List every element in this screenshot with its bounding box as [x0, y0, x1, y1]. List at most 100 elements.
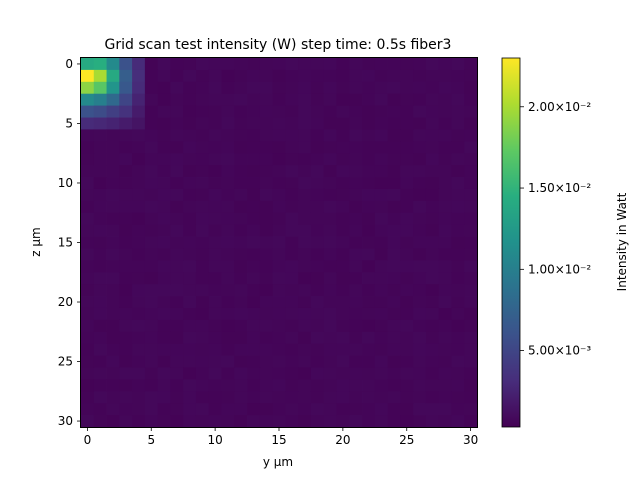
heatmap-cell — [272, 177, 286, 190]
heatmap-cell — [195, 129, 210, 142]
heatmap-cell — [208, 415, 222, 428]
heatmap-cell — [195, 284, 210, 297]
heatmap-cell — [425, 355, 440, 368]
heatmap-cell — [374, 331, 388, 345]
heatmap-cell — [323, 403, 337, 416]
heatmap-cell — [323, 117, 337, 130]
heatmap-cell — [438, 284, 452, 297]
heatmap-cell — [374, 129, 388, 142]
heatmap-cell — [221, 105, 235, 118]
heatmap-cell — [93, 307, 107, 321]
heatmap-cell — [298, 391, 312, 404]
heatmap-cell — [374, 367, 388, 380]
heatmap-cell — [438, 69, 452, 83]
heatmap-cell — [170, 272, 184, 285]
heatmap-cell — [298, 153, 312, 166]
heatmap-cell — [119, 415, 133, 428]
heatmap-cell — [362, 331, 376, 345]
heatmap-cell — [438, 188, 452, 202]
heatmap-cell — [183, 343, 197, 356]
heatmap-cell — [81, 284, 95, 297]
heatmap-cell — [310, 331, 325, 345]
heatmap-cell — [310, 212, 325, 226]
heatmap-cell — [170, 331, 184, 345]
heatmap-cell — [336, 343, 350, 356]
heatmap-cell — [323, 296, 337, 309]
heatmap-cell — [374, 284, 388, 297]
heatmap-cell — [234, 177, 248, 190]
heatmap-cell — [310, 415, 325, 428]
heatmap-cell — [362, 307, 376, 321]
heatmap-cell — [81, 177, 95, 190]
heatmap-cell — [272, 343, 286, 356]
heatmap-cell — [400, 379, 414, 392]
heatmap-cell — [106, 343, 120, 356]
heatmap-cell — [387, 355, 401, 368]
heatmap-cell — [119, 236, 133, 249]
heatmap-cell — [425, 69, 440, 83]
heatmap-cell — [464, 153, 478, 166]
heatmap-cell — [400, 296, 414, 309]
heatmap-cell — [81, 367, 95, 380]
heatmap-cell — [247, 129, 261, 142]
heatmap-cell — [285, 272, 299, 285]
heatmap-cell — [132, 296, 146, 309]
heatmap-cell — [362, 58, 376, 71]
heatmap-cell — [425, 284, 440, 297]
heatmap-cell — [425, 141, 440, 154]
y-tick-label: 20 — [58, 295, 73, 309]
heatmap-cell — [119, 117, 133, 130]
heatmap-cell — [144, 188, 159, 202]
heatmap-cell — [221, 236, 235, 249]
heatmap-cell — [413, 177, 427, 190]
heatmap-cell — [183, 260, 197, 273]
heatmap-cell — [387, 141, 401, 154]
heatmap-cell — [195, 403, 210, 416]
heatmap-cell — [438, 141, 452, 154]
heatmap-cell — [170, 367, 184, 380]
heatmap-cell — [132, 188, 146, 202]
heatmap-cell — [387, 117, 401, 130]
heatmap-cell — [298, 165, 312, 178]
heatmap-cell — [413, 379, 427, 392]
heatmap-cell — [425, 272, 440, 285]
heatmap-cell — [349, 331, 363, 345]
heatmap-cell — [93, 391, 107, 404]
heatmap-cell — [208, 355, 222, 368]
heatmap-cell — [374, 141, 388, 154]
heatmap-cell — [93, 188, 107, 202]
heatmap-cell — [247, 415, 261, 428]
heatmap-cell — [298, 93, 312, 107]
heatmap-cell — [349, 69, 363, 83]
heatmap-cell — [106, 355, 120, 368]
heatmap-cell — [349, 93, 363, 107]
heatmap-cell — [259, 165, 274, 178]
heatmap-cell — [298, 58, 312, 71]
heatmap-cell — [221, 129, 235, 142]
heatmap-cell — [234, 379, 248, 392]
heatmap-cell — [183, 403, 197, 416]
heatmap-cell — [362, 177, 376, 190]
heatmap-cell — [310, 236, 325, 249]
heatmap-cell — [310, 177, 325, 190]
heatmap-cell — [425, 391, 440, 404]
heatmap-cell — [208, 307, 222, 321]
heatmap-cell — [285, 93, 299, 107]
heatmap-cell — [362, 212, 376, 226]
heatmap-cell — [208, 141, 222, 154]
heatmap-cell — [81, 117, 95, 130]
heatmap-cell — [221, 165, 235, 178]
heatmap-cell — [400, 331, 414, 345]
heatmap-cell — [464, 236, 478, 249]
heatmap-cell — [425, 58, 440, 71]
x-tick-label: 15 — [271, 433, 286, 447]
heatmap-cell — [144, 200, 159, 214]
heatmap-cell — [387, 212, 401, 226]
heatmap-cell — [323, 272, 337, 285]
heatmap-cell — [247, 248, 261, 261]
heatmap-cell — [298, 81, 312, 95]
heatmap-cell — [464, 307, 478, 321]
heatmap-cell — [119, 343, 133, 356]
heatmap-cell — [170, 141, 184, 154]
heatmap-cell — [234, 129, 248, 142]
